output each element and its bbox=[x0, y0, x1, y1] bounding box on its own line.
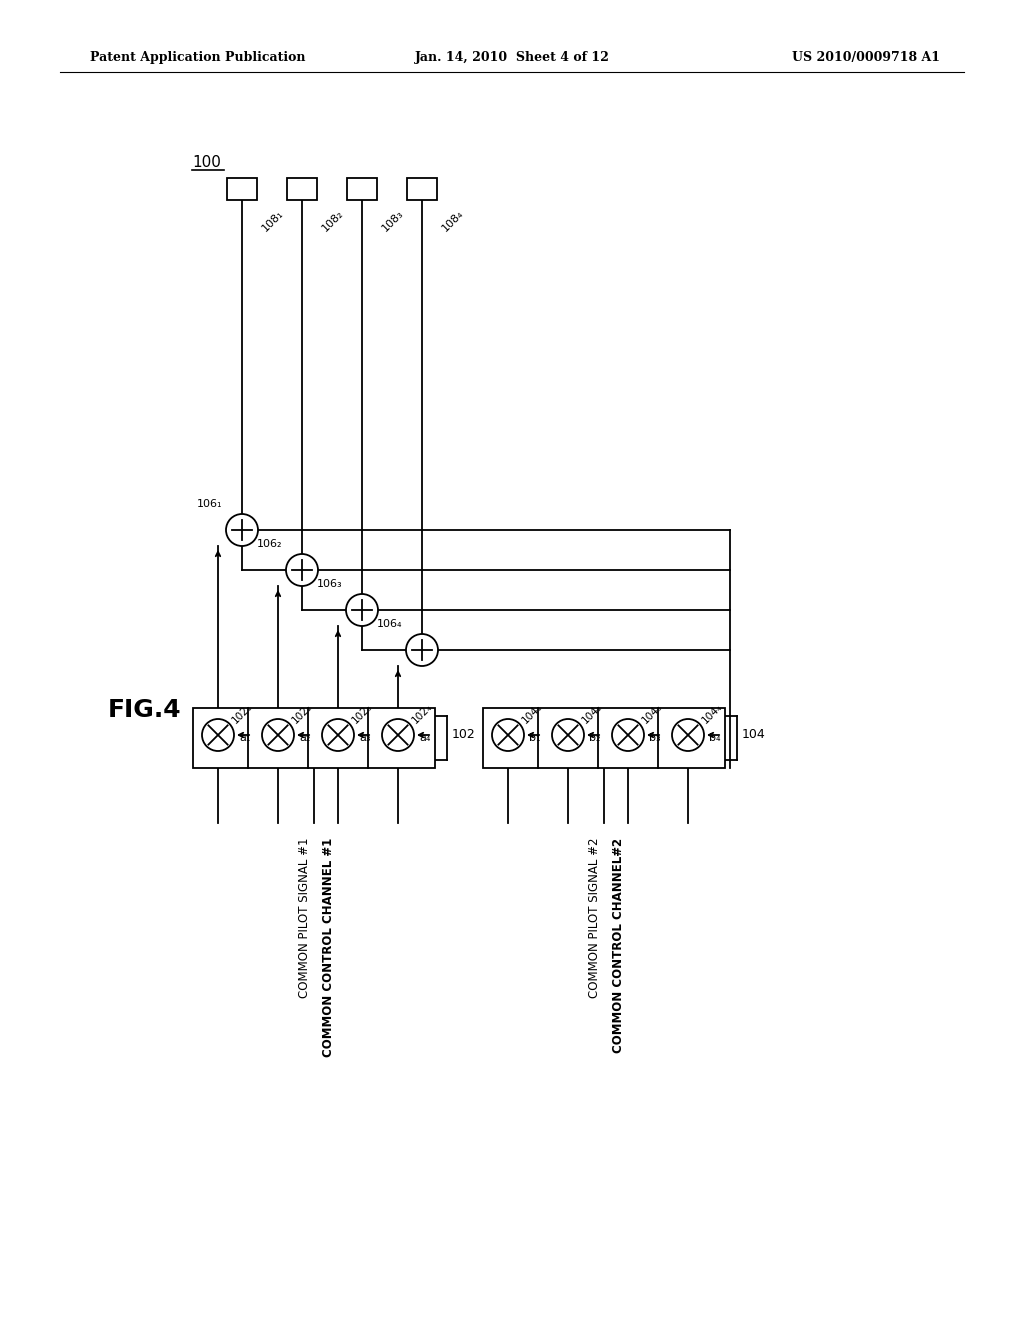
Circle shape bbox=[672, 719, 705, 751]
Text: a₁: a₁ bbox=[239, 733, 251, 743]
Text: 104: 104 bbox=[742, 729, 766, 742]
Text: 108₄: 108₄ bbox=[440, 209, 465, 234]
Text: 104₂: 104₂ bbox=[580, 701, 604, 725]
Bar bbox=[483, 708, 725, 768]
Text: 102₂: 102₂ bbox=[290, 701, 314, 725]
Text: a₂: a₂ bbox=[299, 733, 310, 743]
Circle shape bbox=[492, 719, 524, 751]
Text: Patent Application Publication: Patent Application Publication bbox=[90, 51, 305, 65]
Text: Jan. 14, 2010  Sheet 4 of 12: Jan. 14, 2010 Sheet 4 of 12 bbox=[415, 51, 609, 65]
Text: b₂: b₂ bbox=[589, 733, 600, 743]
Text: 102: 102 bbox=[452, 729, 476, 742]
Text: 104₁: 104₁ bbox=[520, 701, 544, 725]
Text: b₃: b₃ bbox=[649, 733, 660, 743]
Circle shape bbox=[322, 719, 354, 751]
Text: 106₁: 106₁ bbox=[197, 499, 222, 510]
Bar bbox=[287, 178, 317, 201]
Text: a₄: a₄ bbox=[419, 733, 430, 743]
Bar bbox=[347, 178, 377, 201]
Text: 104₃: 104₃ bbox=[640, 701, 664, 725]
Text: COMMON PILOT SIGNAL #2: COMMON PILOT SIGNAL #2 bbox=[588, 838, 600, 998]
Circle shape bbox=[346, 594, 378, 626]
Text: 106₂: 106₂ bbox=[256, 539, 282, 549]
Text: FIG.4: FIG.4 bbox=[108, 698, 181, 722]
Text: b₁: b₁ bbox=[529, 733, 541, 743]
Circle shape bbox=[406, 634, 438, 667]
Text: COMMON CONTROL CHANNEL #1: COMMON CONTROL CHANNEL #1 bbox=[323, 838, 336, 1057]
Text: 108₃: 108₃ bbox=[380, 209, 406, 234]
Text: b₄: b₄ bbox=[709, 733, 721, 743]
Circle shape bbox=[226, 513, 258, 546]
Text: a₃: a₃ bbox=[359, 733, 371, 743]
Circle shape bbox=[202, 719, 234, 751]
Text: 106₄: 106₄ bbox=[377, 619, 402, 630]
Bar bbox=[227, 178, 257, 201]
Circle shape bbox=[552, 719, 584, 751]
Circle shape bbox=[286, 554, 318, 586]
Text: 100: 100 bbox=[193, 154, 221, 170]
Bar bbox=[193, 708, 435, 768]
Circle shape bbox=[262, 719, 294, 751]
Text: 102₁: 102₁ bbox=[230, 701, 254, 725]
Text: 104₄: 104₄ bbox=[700, 701, 724, 725]
Text: 102₄: 102₄ bbox=[410, 701, 434, 725]
Text: 108₁: 108₁ bbox=[260, 209, 286, 234]
Text: COMMON PILOT SIGNAL #1: COMMON PILOT SIGNAL #1 bbox=[298, 838, 310, 998]
Text: US 2010/0009718 A1: US 2010/0009718 A1 bbox=[792, 51, 940, 65]
Text: 102₃: 102₃ bbox=[350, 701, 374, 725]
Circle shape bbox=[382, 719, 414, 751]
Circle shape bbox=[612, 719, 644, 751]
Text: 106₃: 106₃ bbox=[316, 579, 342, 589]
Text: COMMON CONTROL CHANNEL#2: COMMON CONTROL CHANNEL#2 bbox=[612, 838, 626, 1053]
Text: 108₂: 108₂ bbox=[319, 209, 345, 234]
Bar bbox=[407, 178, 437, 201]
